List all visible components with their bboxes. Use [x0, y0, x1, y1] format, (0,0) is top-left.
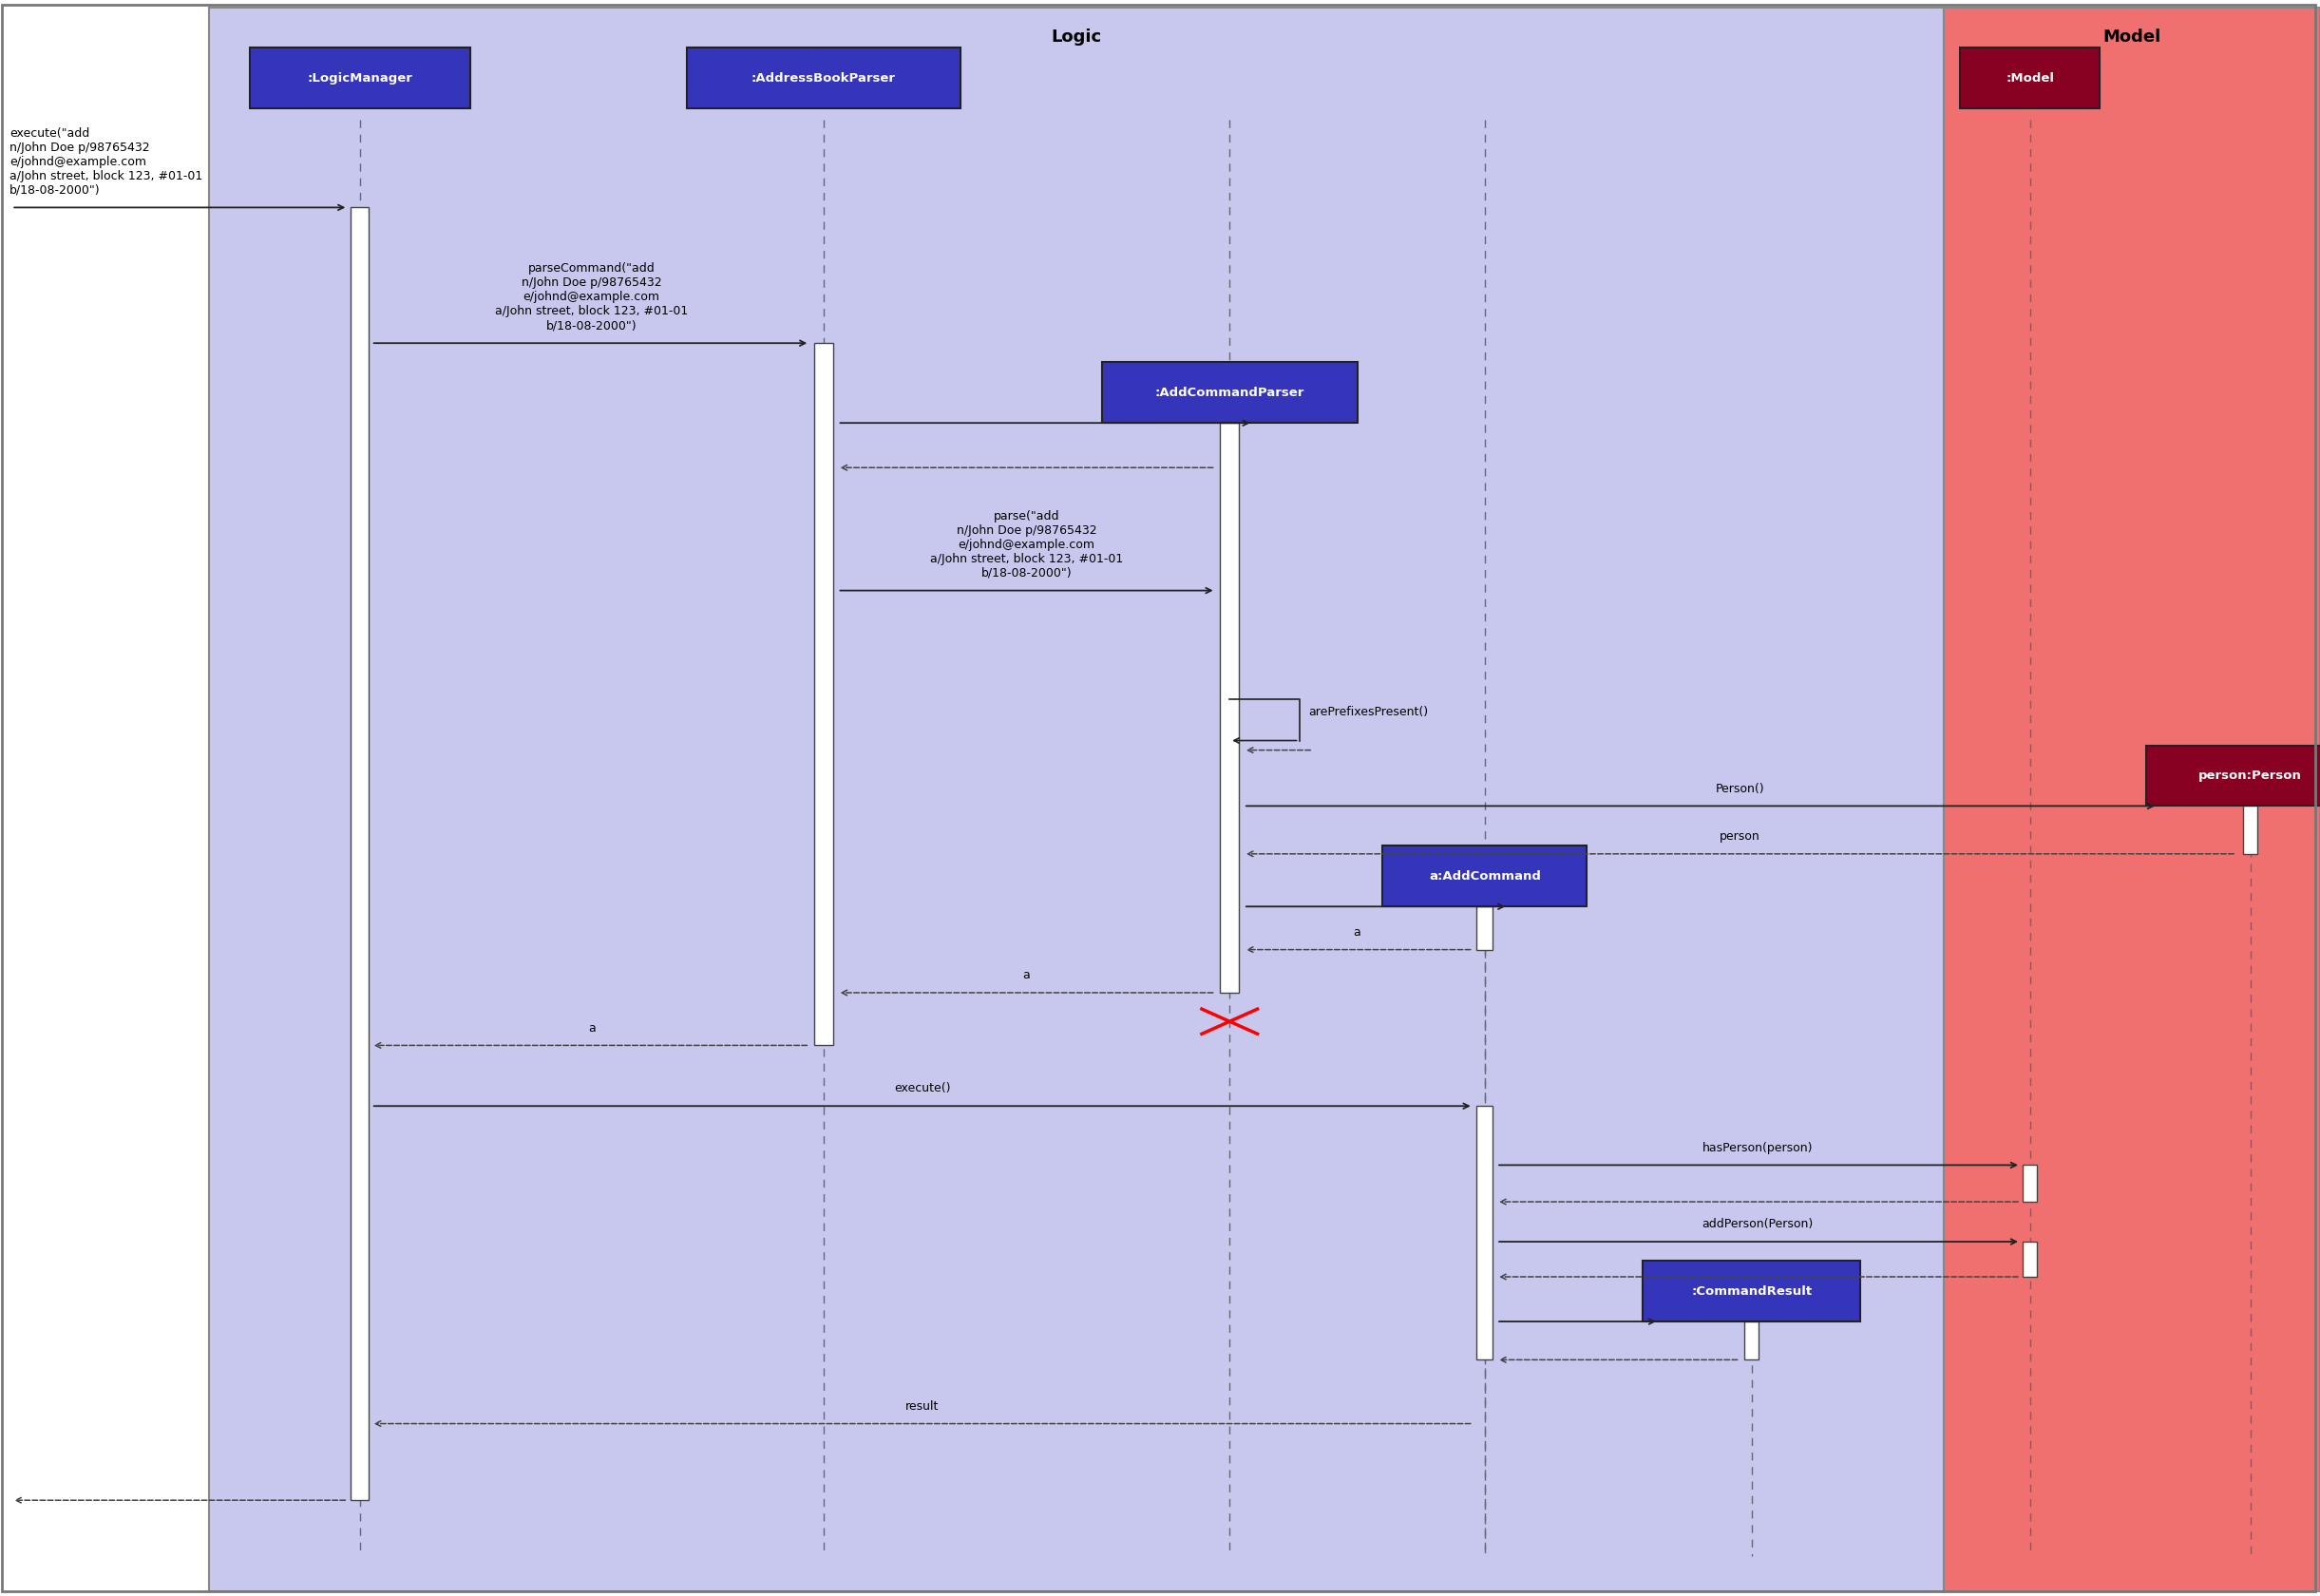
- Text: :Model: :Model: [2007, 72, 2053, 85]
- Text: :AddressBookParser: :AddressBookParser: [752, 72, 896, 85]
- Text: execute(): execute(): [893, 1082, 951, 1095]
- Bar: [1960, 48, 2100, 109]
- Text: Person(): Person(): [1714, 782, 1766, 795]
- Text: :CommandResult: :CommandResult: [1691, 1285, 1812, 1298]
- Text: a: a: [1353, 926, 1362, 938]
- Text: a:AddCommand: a:AddCommand: [1429, 870, 1540, 883]
- Bar: [1383, 846, 1587, 907]
- Text: Logic: Logic: [1051, 29, 1102, 46]
- Bar: [2023, 1165, 2037, 1202]
- Text: :LogicManager: :LogicManager: [306, 72, 413, 85]
- Text: execute("add
n/John Doe p/98765432
e/johnd@example.com
a/John street, block 123,: execute("add n/John Doe p/98765432 e/joh…: [9, 128, 202, 196]
- Bar: [1745, 1321, 1759, 1360]
- Bar: [350, 207, 369, 1500]
- Bar: [1220, 423, 1239, 993]
- Text: parse("add
n/John Doe p/98765432
e/johnd@example.com
a/John street, block 123, #: parse("add n/John Doe p/98765432 e/johnd…: [930, 511, 1123, 579]
- Bar: [209, 8, 1944, 1591]
- Bar: [687, 48, 960, 109]
- Text: person: person: [1719, 830, 1761, 843]
- Text: parseCommand("add
n/John Doe p/98765432
e/johnd@example.com
a/John street, block: parseCommand("add n/John Doe p/98765432 …: [494, 263, 689, 332]
- Bar: [814, 343, 833, 1045]
- Bar: [1478, 907, 1494, 950]
- Bar: [251, 48, 469, 109]
- Text: a: a: [587, 1021, 596, 1034]
- Bar: [2023, 1242, 2037, 1277]
- Bar: [1643, 1261, 1861, 1321]
- Bar: [1102, 362, 1357, 423]
- Text: a: a: [1023, 969, 1030, 982]
- Bar: [2243, 806, 2257, 854]
- Text: hasPerson(person): hasPerson(person): [1703, 1141, 1812, 1154]
- Bar: [1478, 1106, 1494, 1360]
- Bar: [2146, 745, 2320, 806]
- Text: arePrefixesPresent(): arePrefixesPresent(): [1308, 705, 1429, 718]
- Text: addPerson(Person): addPerson(Person): [1701, 1218, 1814, 1231]
- Text: :AddCommandParser: :AddCommandParser: [1155, 386, 1304, 399]
- Text: result: result: [905, 1400, 940, 1412]
- Text: person:Person: person:Person: [2199, 769, 2301, 782]
- Text: Model: Model: [2102, 29, 2162, 46]
- Bar: [1944, 8, 2320, 1591]
